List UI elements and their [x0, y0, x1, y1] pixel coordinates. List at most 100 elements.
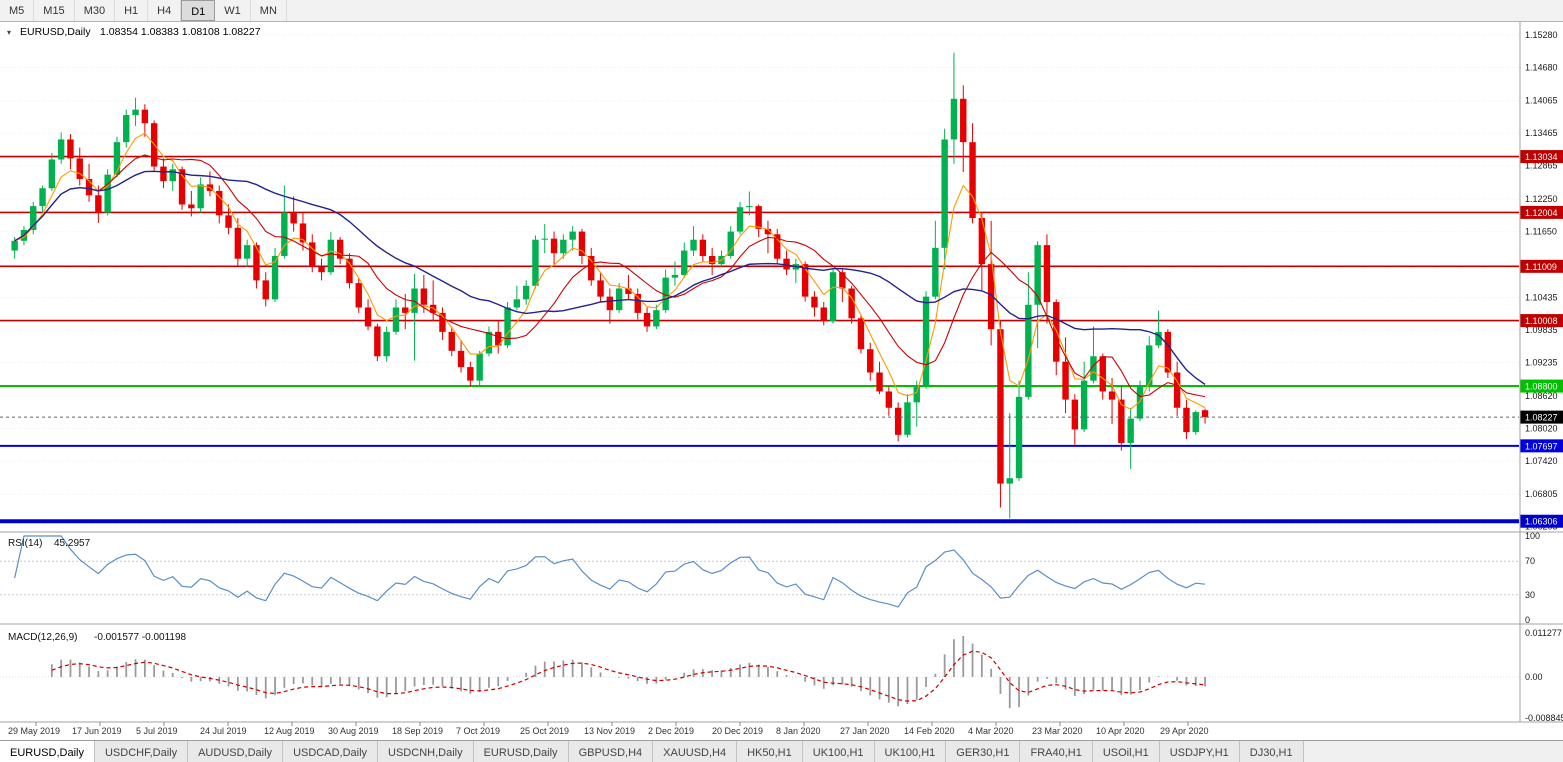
candle-body — [439, 312, 446, 332]
candle-body — [346, 258, 353, 284]
candle-body — [1099, 356, 1106, 392]
price-tick-label: 1.06805 — [1525, 489, 1558, 499]
candle-body — [532, 239, 539, 286]
candle-body — [625, 288, 632, 294]
price-badge-1.08800 — [1520, 379, 1563, 393]
candle-body — [1053, 302, 1060, 362]
price-badge-label: 1.13034 — [1525, 152, 1558, 162]
timeframe-toolbar: M5 M15 M30 H1 H4 D1 W1 MN — [0, 0, 1563, 22]
candle-body — [848, 288, 855, 319]
time-axis[interactable] — [0, 722, 1563, 740]
date-label: 25 Oct 2019 — [520, 726, 569, 736]
candle-body — [969, 142, 976, 219]
chart-tab-5-eurusd-daily[interactable]: EURUSD,Daily — [473, 741, 569, 762]
chart-tab-6-gbpusd-h4[interactable]: GBPUSD,H4 — [568, 741, 654, 762]
candle-body — [941, 139, 948, 248]
candle-body — [1201, 410, 1209, 418]
candle-body — [39, 188, 46, 207]
chart-tab-7-xauusd-h4[interactable]: XAUUSD,H4 — [653, 741, 738, 762]
timeframe-button-h4[interactable]: H4 — [148, 0, 182, 21]
chart-tab-9-uk100-h1[interactable]: UK100,H1 — [802, 741, 875, 762]
candle-body — [764, 228, 772, 235]
chart-tab-11-ger30-h1[interactable]: GER30,H1 — [946, 741, 1021, 762]
timeframe-button-m5[interactable]: M5 — [0, 0, 35, 21]
chart-menu-icon[interactable]: ▾ — [7, 28, 11, 37]
candle-body — [922, 296, 930, 387]
candle-body — [95, 195, 102, 213]
candle-body — [550, 238, 558, 254]
price-axis[interactable] — [1521, 22, 1563, 722]
chart-tab-14-usdjpy-h1[interactable]: USDJPY,H1 — [1159, 741, 1240, 762]
candle-body — [448, 331, 455, 351]
candle-body — [774, 234, 781, 259]
candle-body — [643, 312, 651, 327]
candle-body — [736, 207, 744, 232]
candle-body — [1155, 331, 1162, 346]
price-tick-label: 1.07420 — [1525, 456, 1558, 466]
chart-ohlc-values: 1.08354 1.08383 1.08108 1.08227 — [100, 26, 261, 38]
candle-body — [876, 372, 883, 392]
candle-body — [541, 238, 548, 240]
date-label: 7 Oct 2019 — [456, 726, 500, 736]
candle-body — [783, 258, 790, 270]
date-label: 20 Dec 2019 — [712, 726, 763, 736]
timeframe-button-h1[interactable]: H1 — [115, 0, 149, 21]
chart-tab-15-dj30-h1[interactable]: DJ30,H1 — [1239, 741, 1304, 762]
candle-body — [271, 255, 279, 300]
chart-canvas[interactable]: 1.15280 1.14680 1.14065 1.13465 1.12865 1.122… — [0, 0, 1563, 740]
candle-body — [216, 190, 223, 216]
chart-tab-bar: EURUSD,Daily USDCHF,Daily AUDUSD,Daily USDC… — [0, 740, 1563, 762]
price-badge-label: 1.08227 — [1525, 413, 1558, 423]
candle-body — [467, 367, 474, 381]
chart-tab-0-eurusd-daily[interactable]: EURUSD,Daily — [0, 741, 95, 762]
timeframe-button-m30[interactable]: M30 — [75, 0, 116, 21]
chart-tab-1-usdchf-daily[interactable]: USDCHF,Daily — [94, 741, 189, 762]
candle-body — [476, 353, 483, 381]
candle-body — [234, 227, 242, 259]
candle-body — [1108, 391, 1116, 400]
price-badge-1.12004 — [1520, 205, 1563, 219]
timeframe-button-w1[interactable]: W1 — [215, 0, 251, 21]
date-label: 13 Nov 2019 — [584, 726, 635, 736]
rsi-axis-label: 100 — [1525, 531, 1540, 541]
candle-body — [1173, 372, 1181, 408]
chart-tab-4-usdcnh-daily[interactable]: USDCNH,Daily — [378, 741, 474, 762]
candle-body — [392, 307, 400, 332]
candle-body — [960, 98, 967, 143]
chart-tab-13-usoil-h1[interactable]: USOil,H1 — [1092, 741, 1160, 762]
chart-tab-3-usdcad-daily[interactable]: USDCAD,Daily — [283, 741, 379, 762]
candle-body — [383, 331, 390, 357]
candle-body — [690, 239, 697, 251]
candle-body — [290, 212, 297, 224]
rsi-axis-label: 70 — [1525, 556, 1535, 566]
chart-tab-8-hk50-h1[interactable]: HK50,H1 — [737, 741, 803, 762]
date-label: 27 Jan 2020 — [840, 726, 890, 736]
ma-line-24 — [14, 170, 1206, 385]
price-tick-label: 1.08620 — [1525, 391, 1558, 401]
candle-body — [839, 272, 846, 289]
candle-body — [1043, 245, 1051, 303]
candle-body — [829, 272, 837, 322]
candle-body — [681, 250, 688, 275]
chart-symbol-title: EURUSD,Daily — [20, 26, 91, 38]
chart-tab-2-audusd-daily[interactable]: AUDUSD,Daily — [188, 741, 284, 762]
macd-axis-label: 0.00 — [1525, 672, 1543, 682]
timeframe-button-mn[interactable]: MN — [251, 0, 287, 21]
price-badge-label: 1.08800 — [1525, 382, 1558, 392]
chart-tab-12-fra40-h1[interactable]: FRA40,H1 — [1020, 741, 1093, 762]
date-label: 23 Mar 2020 — [1032, 726, 1083, 736]
candle-body — [801, 264, 809, 297]
macd-signal-line — [51, 650, 1206, 702]
price-tick-label: 1.11650 — [1525, 227, 1557, 237]
candle-body — [67, 139, 74, 159]
price-tick-label: 1.12865 — [1525, 161, 1558, 171]
rsi-indicator-value: 45.2957 — [54, 538, 91, 549]
candle-body — [318, 266, 325, 273]
price-badge-1.10008 — [1520, 314, 1563, 328]
timeframe-button-d1[interactable]: D1 — [181, 0, 216, 21]
candle-body — [309, 242, 316, 267]
chart-tab-10-uk100-h1[interactable]: UK100,H1 — [874, 741, 947, 762]
candle-body — [857, 318, 865, 350]
timeframe-button-m15[interactable]: M15 — [34, 0, 75, 21]
price-tick-label: 1.08020 — [1525, 423, 1558, 433]
